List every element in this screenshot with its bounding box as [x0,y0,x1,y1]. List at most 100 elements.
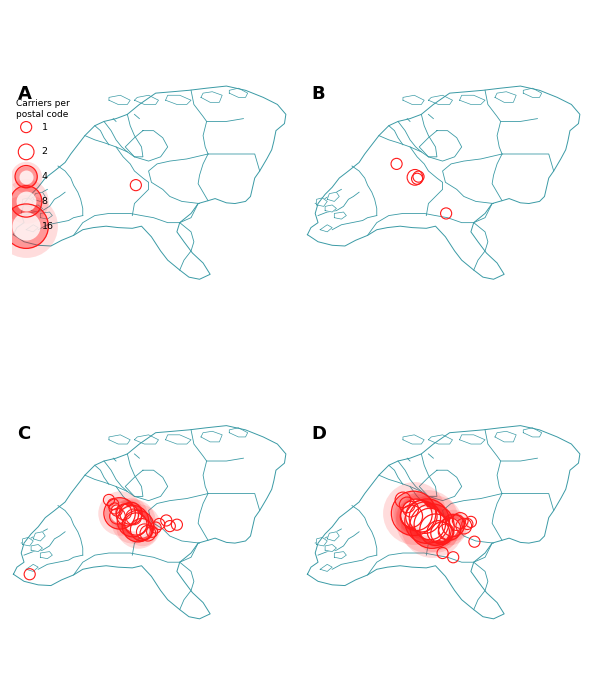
Text: 4: 4 [42,172,48,181]
Point [420,512,430,523]
Point [22,171,31,182]
Point [25,569,34,580]
Point [133,520,143,532]
Point [22,196,31,207]
Polygon shape [229,428,248,437]
Point [403,500,412,511]
Polygon shape [26,225,38,232]
Point [448,520,458,531]
Polygon shape [495,431,516,442]
Polygon shape [134,95,158,105]
Point [427,520,437,532]
Point [448,552,458,563]
Point [131,518,140,529]
Point [459,520,469,532]
Point [104,494,114,505]
Point [128,516,138,527]
Text: 16: 16 [42,222,54,231]
Point [392,159,401,170]
Point [409,508,418,519]
Point [437,527,446,538]
Point [437,527,446,538]
Polygon shape [13,86,286,279]
Point [110,503,119,514]
Polygon shape [428,435,452,444]
Point [398,494,408,505]
Point [122,509,132,520]
Text: A: A [17,85,31,103]
Point [122,509,132,520]
Point [133,520,143,532]
Point [422,516,432,527]
Text: B: B [311,85,325,103]
Point [122,509,132,520]
Polygon shape [33,532,45,541]
Polygon shape [31,545,43,552]
Point [445,523,454,534]
Polygon shape [307,426,580,619]
Polygon shape [428,95,452,105]
Point [22,196,31,207]
Point [131,518,140,529]
Point [434,526,443,537]
Point [406,504,416,515]
Point [407,511,416,522]
Point [466,516,476,527]
Polygon shape [325,545,337,552]
Point [140,526,149,537]
Point [434,526,443,537]
Point [416,511,426,522]
Point [22,220,31,231]
Point [420,512,430,523]
Text: 1: 1 [42,123,48,132]
Point [442,526,451,537]
Point [148,526,157,537]
Point [22,196,31,207]
Point [434,526,443,537]
Polygon shape [327,532,339,541]
Polygon shape [460,435,485,444]
Point [431,524,440,535]
Point [412,509,421,520]
Polygon shape [166,435,191,444]
Point [126,508,136,519]
Point [445,523,454,534]
Polygon shape [166,95,191,105]
Polygon shape [320,225,332,232]
Point [427,520,437,532]
Point [407,511,416,522]
Point [470,536,479,547]
Point [431,524,440,535]
Point [128,516,138,527]
Text: 8: 8 [42,197,48,206]
Point [427,520,437,532]
Point [425,518,434,529]
Point [409,508,418,519]
Polygon shape [26,564,38,572]
Polygon shape [317,538,327,546]
Point [412,509,421,520]
Point [448,520,458,531]
Polygon shape [334,212,346,219]
Polygon shape [320,564,332,572]
Polygon shape [229,88,248,98]
Polygon shape [317,198,327,207]
Point [414,171,424,182]
Point [137,524,146,535]
Polygon shape [307,86,580,279]
Point [412,509,421,520]
Point [112,505,122,516]
Point [438,547,448,559]
Point [448,520,458,531]
Polygon shape [134,435,158,444]
Polygon shape [334,552,346,559]
Point [22,220,31,231]
Point [126,508,136,519]
Point [22,171,31,182]
Point [126,508,136,519]
Point [425,518,434,529]
Point [434,526,443,537]
Polygon shape [109,435,130,444]
Point [437,527,446,538]
Point [422,516,432,527]
